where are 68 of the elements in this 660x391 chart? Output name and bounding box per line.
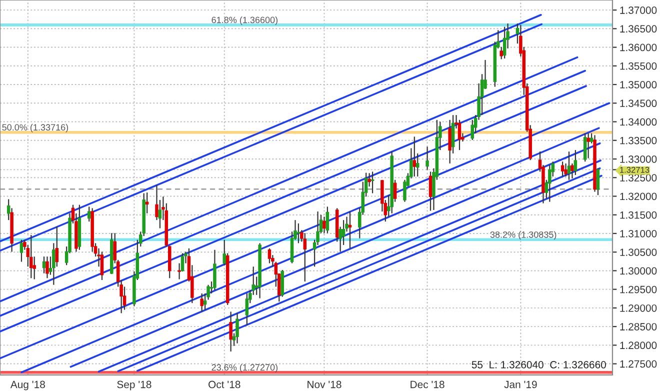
y-tick-label: 1.30500	[620, 248, 657, 256]
candlestick	[586, 132, 590, 159]
y-tick-label: 1.28000	[620, 342, 657, 350]
candlestick	[458, 119, 462, 151]
candlestick	[87, 206, 91, 222]
candlestick	[303, 232, 307, 282]
candlestick	[268, 248, 272, 264]
y-tick-label: 1.27500	[620, 360, 657, 368]
y-tick-label: 1.34500	[620, 100, 657, 108]
y-tick-label: 1.31500	[620, 211, 657, 219]
candlestick	[393, 179, 397, 202]
y-tick-label: 1.32713	[620, 166, 650, 173]
ref-line-label: 50.0% (1.33716)	[2, 124, 68, 132]
candlestick	[370, 171, 374, 194]
candlestick	[236, 312, 239, 344]
y-tick-label: 1.31000	[620, 230, 657, 238]
y-tick-label: 1.28500	[620, 323, 657, 330]
y-tick-label: 1.35000	[620, 81, 657, 88]
candlestick	[426, 146, 429, 170]
x-tick-label: Aug '18	[10, 380, 45, 390]
candlestick	[100, 251, 104, 281]
y-tick-label: 1.30000	[620, 267, 657, 275]
y-tick-label: 1.36500	[620, 25, 657, 33]
candlestick	[30, 234, 33, 279]
candlestick	[20, 239, 24, 262]
candlestick	[412, 136, 416, 178]
candlestick	[46, 256, 49, 279]
candlestick	[348, 210, 352, 249]
y-tick-label: 1.36000	[620, 44, 657, 52]
candlestick	[200, 292, 204, 312]
candlestick	[574, 150, 578, 176]
candlestick	[596, 168, 600, 196]
candlestick	[145, 192, 149, 214]
candlestick	[322, 216, 326, 234]
y-tick-label: 1.33000	[620, 156, 657, 163]
x-tick-label: Oct '18	[208, 380, 240, 388]
annotation: 55 L: 1.326040 C: 1.326660	[472, 361, 606, 368]
candlestick	[570, 162, 574, 179]
candlestick	[280, 269, 284, 298]
y-tick-label: 1.29000	[620, 304, 657, 312]
candlestick	[229, 311, 232, 352]
x-tick-label: Jan '19	[504, 380, 537, 388]
candlestick	[567, 150, 571, 180]
x-tick-label: Nov '18	[308, 380, 342, 388]
candlestick	[342, 220, 346, 246]
y-tick-label: 1.32000	[620, 192, 657, 200]
y-tick-label: 1.37000	[620, 6, 657, 14]
candlestick	[213, 249, 216, 291]
candlestick	[548, 164, 552, 202]
ref-line-label: 23.6% (1.27270)	[212, 364, 278, 372]
candlestick	[42, 256, 46, 274]
candlestick	[326, 206, 330, 234]
candlestick	[470, 119, 474, 141]
candlestick	[583, 132, 587, 162]
candlestick	[296, 222, 300, 244]
candlestick	[448, 119, 452, 164]
candlestick	[502, 26, 506, 60]
x-tick-label: Dec '18	[410, 380, 444, 388]
y-tick-label: 1.33500	[620, 136, 657, 144]
x-tick-label: Sep '18	[117, 380, 152, 390]
candlestick	[560, 161, 564, 178]
y-tick-label: 1.29500	[620, 286, 657, 294]
y-tick-label: 1.34000	[620, 118, 657, 126]
y-tick-label: 1.35500	[620, 62, 657, 70]
ref-line-label: 38.2% (1.30835)	[490, 231, 556, 240]
ref-line-label: 61.8% (1.36600)	[212, 16, 278, 25]
candlestick	[428, 171, 432, 212]
candlestick	[245, 292, 249, 326]
